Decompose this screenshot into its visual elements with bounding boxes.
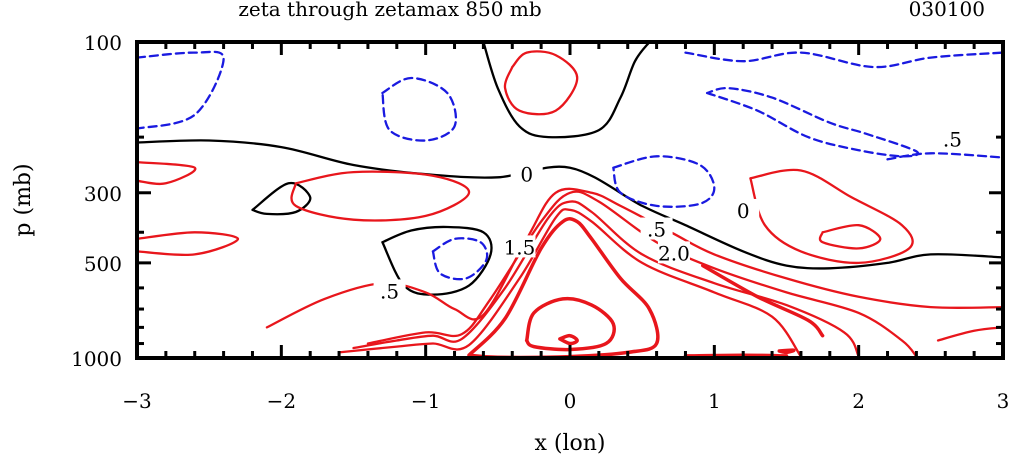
contour-line <box>886 152 1005 161</box>
contour-label-bg <box>503 235 536 258</box>
x-tick-label: 0 <box>564 389 577 413</box>
contour-line <box>818 223 882 250</box>
contour-line <box>705 86 920 158</box>
contour-line <box>135 231 240 257</box>
time-label: 030100 <box>909 0 985 21</box>
contour-label-bg <box>657 241 690 264</box>
contour-line <box>265 187 1005 329</box>
contour-line <box>482 40 651 139</box>
x-tick-label: 3 <box>997 389 1010 413</box>
contour-line <box>381 76 458 142</box>
contour-line <box>251 181 312 216</box>
y-tick-labels: 100 300 500 1000 <box>71 31 122 371</box>
contour-label: 0 <box>520 163 533 187</box>
contour-label: .5 <box>943 128 962 152</box>
contour-label: 0 <box>737 199 750 223</box>
contour-line <box>749 168 914 265</box>
contour-line <box>135 50 225 130</box>
y-tick-label: 300 <box>84 182 122 206</box>
plot-frame <box>135 40 1005 360</box>
contour-label-bg <box>373 279 406 302</box>
contour-label-bg <box>936 127 969 150</box>
contour-line <box>503 50 579 116</box>
contour-line <box>777 348 796 355</box>
contour-label: 1.5 <box>504 235 536 259</box>
contour-line <box>381 225 493 296</box>
contour-labels: .500.52.0.51.5 <box>373 127 969 303</box>
contour-line <box>290 170 471 222</box>
contour-line <box>612 155 716 208</box>
x-tick-labels: −3 −2 −1 0 1 2 3 <box>122 389 1009 413</box>
x-tick-label: −3 <box>122 389 151 413</box>
x-tick-label: −1 <box>411 389 440 413</box>
contour-line <box>366 190 918 358</box>
contour-label: 2.0 <box>658 241 690 265</box>
contour-label: .5 <box>380 279 399 303</box>
axis-ticks <box>135 40 1005 360</box>
contour-line <box>352 200 860 358</box>
y-tick-label: 500 <box>84 252 122 276</box>
contour-line <box>701 263 825 338</box>
contour-line <box>135 139 1005 270</box>
x-axis-label: x (lon) <box>534 431 605 456</box>
contour-line <box>337 207 803 358</box>
contour-line <box>558 333 579 346</box>
y-tick-label: 1000 <box>71 347 122 371</box>
contour-label: .5 <box>647 218 666 242</box>
x-tick-label: 1 <box>708 389 721 413</box>
contour-line <box>135 160 197 186</box>
y-tick-label: 100 <box>84 31 122 55</box>
contour-lines <box>135 40 1005 360</box>
contour-label-bg <box>510 162 543 185</box>
x-tick-label: 2 <box>852 389 865 413</box>
chart-title: zeta through zetamax 850 mb <box>238 0 541 21</box>
contour-label-bg <box>727 198 760 221</box>
contour-line <box>936 326 1005 342</box>
x-tick-label: −2 <box>267 389 296 413</box>
contour-label-bg <box>640 217 673 240</box>
y-axis-label: p (mb) <box>11 163 36 236</box>
contour-line <box>431 237 489 281</box>
contour-line <box>684 51 1005 69</box>
contour-line <box>524 296 616 352</box>
